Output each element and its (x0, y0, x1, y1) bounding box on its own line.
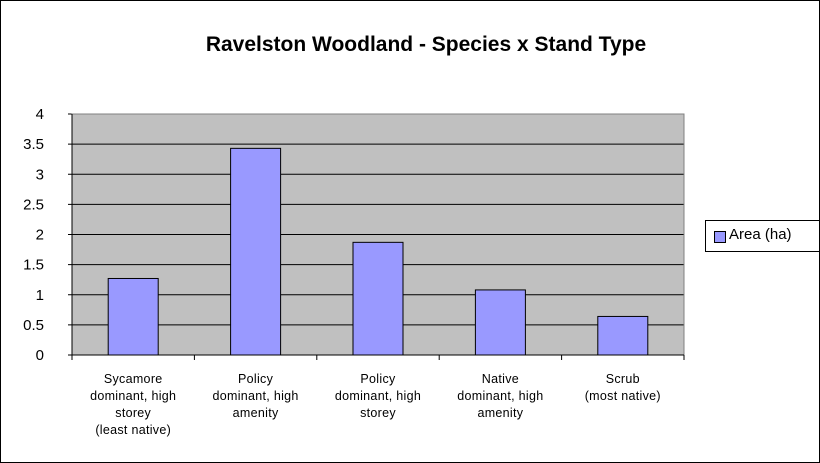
bar (597, 315, 649, 356)
bar (352, 241, 404, 356)
bar (107, 277, 159, 356)
y-tick-label: 2.5 (23, 196, 44, 213)
legend-label-area: Area (ha) (729, 226, 792, 243)
legend: Area (ha) (705, 220, 819, 252)
x-category-label: (most native) (585, 389, 661, 403)
x-category-label: dominant, high (90, 389, 176, 403)
x-category-label: storey (360, 406, 396, 420)
y-tick-label: 0 (36, 347, 44, 364)
bar (474, 289, 526, 356)
x-category-label: Scrub (606, 372, 640, 386)
y-tick-label: 2 (36, 227, 44, 244)
x-category-label: amenity (233, 406, 279, 420)
y-tick-label: 1.5 (23, 257, 44, 274)
y-tick-label: 3.5 (23, 136, 44, 153)
bar (230, 147, 282, 356)
x-category-label: Policy (238, 372, 274, 386)
legend-swatch-area (714, 231, 726, 243)
y-tick-label: 4 (36, 106, 44, 123)
y-tick-label: 0.5 (23, 317, 44, 334)
x-category-label: amenity (477, 406, 523, 420)
x-category-label: dominant, high (212, 389, 298, 403)
x-category-label: dominant, high (457, 389, 543, 403)
x-category-label: Policy (360, 372, 396, 386)
x-category-label: Sycamore (104, 372, 163, 386)
x-category-label: dominant, high (335, 389, 421, 403)
x-category-label: (least native) (95, 423, 171, 437)
x-category-label: Native (482, 372, 519, 386)
y-tick-label: 1 (36, 287, 44, 304)
y-tick-label: 3 (36, 166, 44, 183)
x-category-label: storey (115, 406, 151, 420)
chart-title: Ravelston Woodland - Species x Stand Typ… (205, 33, 647, 56)
